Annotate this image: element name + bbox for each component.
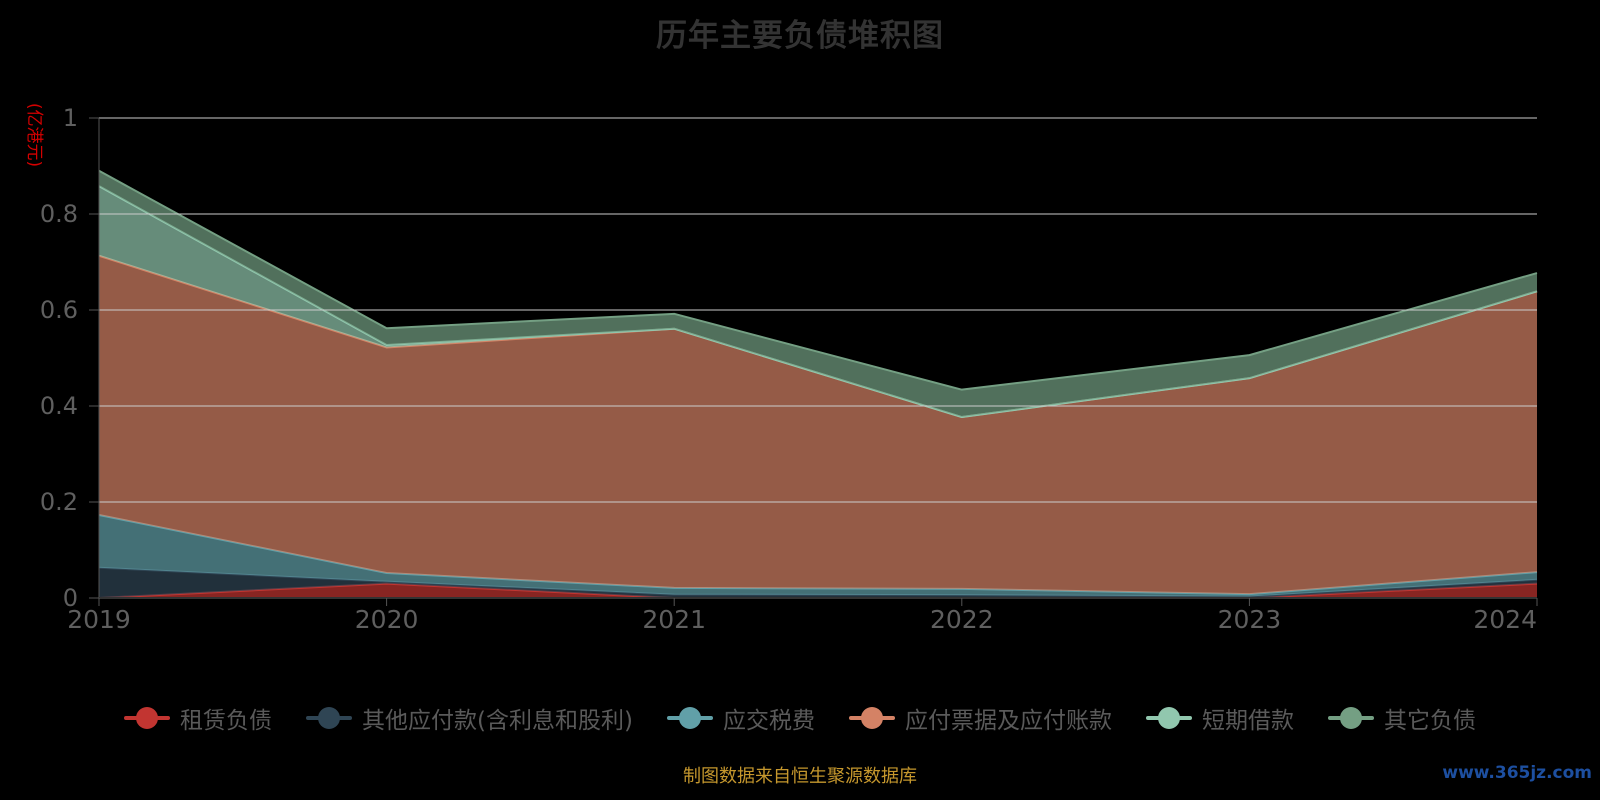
x-tick-label-2022: 2022	[930, 605, 994, 634]
series-area-1[interactable]	[99, 567, 1537, 598]
legend: 租赁负债 其他应付款(含利息和股利) 应交税费 应付票据及应付账款 短期借款 其…	[0, 701, 1600, 735]
y-tick-label-0.4: 0.4	[40, 392, 78, 420]
x-tick-label-2024: 2024	[1473, 605, 1537, 634]
series-line-5	[98, 169, 1538, 391]
x-tick-label-2020: 2020	[355, 605, 419, 634]
y-tick-label-0.6: 0.6	[40, 296, 78, 324]
legend-label: 应交税费	[722, 708, 815, 734]
legend-label: 租赁负债	[180, 708, 273, 734]
y-tick-label-0.8: 0.8	[40, 200, 78, 228]
legend-label: 其它负债	[1383, 708, 1476, 734]
legend-label: 应付票据及应付账款	[904, 708, 1112, 734]
series-area-0[interactable]	[99, 583, 1537, 598]
legend-marker-icon	[848, 706, 895, 730]
legend-marker-icon	[666, 706, 713, 730]
legend-marker-icon	[1145, 706, 1192, 730]
x-tick-label-2021: 2021	[642, 605, 706, 634]
legend-marker-icon	[124, 706, 171, 730]
legend-item-short-term-loans[interactable]: 短期借款	[1145, 701, 1294, 735]
x-tick-label-2023: 2023	[1218, 605, 1282, 634]
series-area-3[interactable]	[99, 255, 1537, 595]
legend-label: 其他应付款(含利息和股利)	[362, 708, 633, 734]
legend-item-taxes-payable[interactable]: 应交税费	[666, 701, 815, 735]
legend-label: 短期借款	[1201, 708, 1294, 734]
watermark: www.365jz.com	[1442, 763, 1592, 783]
legend-marker-icon	[1327, 706, 1374, 730]
legend-marker-icon	[306, 706, 353, 730]
y-tick-label-0.2: 0.2	[40, 488, 78, 516]
y-tick-label-0: 0	[63, 584, 78, 612]
y-tick-label-1: 1	[63, 104, 78, 132]
chart-title: 历年主要负债堆积图	[656, 18, 944, 54]
legend-item-other-payables[interactable]: 其他应付款(含利息和股利)	[306, 701, 633, 735]
legend-item-lease-liabilities[interactable]: 租赁负债	[124, 701, 272, 735]
x-tick-label-2019: 2019	[67, 605, 131, 634]
legend-item-other-liabilities[interactable]: 其它负债	[1327, 701, 1476, 735]
data-source-caption: 制图数据来自恒生聚源数据库	[683, 766, 917, 787]
legend-item-notes-accounts-payable[interactable]: 应付票据及应付账款	[848, 701, 1112, 735]
series-area-5[interactable]	[99, 170, 1537, 418]
